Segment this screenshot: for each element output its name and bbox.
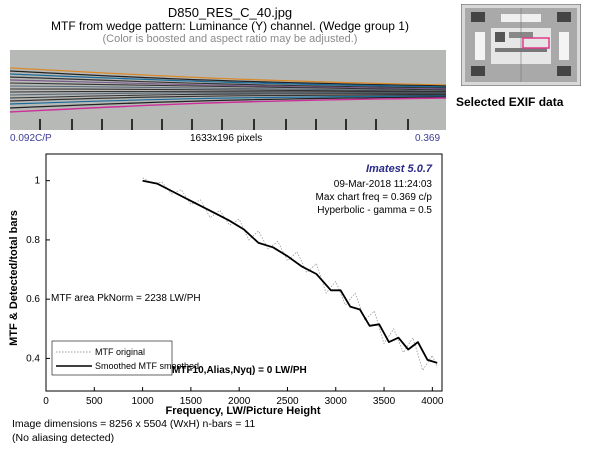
x-tick-label: 1000 xyxy=(131,396,154,407)
max-freq-label: Max chart freq = 0.369 c/p xyxy=(316,192,433,203)
x-tick-label: 2000 xyxy=(228,396,251,407)
wedge-size-label: 1633x196 pixels xyxy=(190,133,263,144)
figure-note: (Color is boosted and aspect ratio may b… xyxy=(102,33,358,45)
wedge-left-label: 0.092C/P xyxy=(10,133,52,144)
figure-title: D850_RES_C_40.jpg xyxy=(167,5,293,20)
version-label: Imatest 5.0.7 xyxy=(366,163,433,175)
x-tick-label: 2500 xyxy=(276,396,299,407)
mtf-chart: 0 500 1000 1500 2000 2500 3000 3500 4000 0.40.60… xyxy=(8,153,444,417)
plot-area xyxy=(45,153,443,392)
x-tick-label: 3500 xyxy=(373,396,396,407)
timestamp-label: 09-Mar-2018 11:24:03 xyxy=(334,179,433,190)
mtf10-label: MTF10,Alias,Nyq) = 0 LW/PH xyxy=(172,365,307,376)
figure-subtitle: MTF from wedge pattern: Luminance (Y) ch… xyxy=(51,19,409,33)
x-tick-label: 3000 xyxy=(325,396,348,407)
legend-box: MTF original Smoothed MTF smoothed xyxy=(51,340,199,376)
chart-thumbnail xyxy=(461,4,581,86)
legend-label-original: MTF original xyxy=(95,347,145,357)
series-group xyxy=(142,177,438,372)
y-tick-label: 0.6 xyxy=(26,294,40,305)
legend-label-smoothed: Smoothed MTF smoothed xyxy=(95,361,199,371)
y-tick-label: 1 xyxy=(34,176,40,187)
mtf-area-label: MTF area PkNorm = 2238 LW/PH xyxy=(51,293,201,304)
wedge-lines xyxy=(10,67,446,113)
x-tick-label: 0 xyxy=(43,396,49,407)
y-tick-label: 0.8 xyxy=(26,235,40,246)
aliasing-text: (No aliasing detected) xyxy=(12,432,115,444)
series-line-mtf-original xyxy=(142,177,438,372)
wedge-right-label: 0.369 xyxy=(415,133,441,144)
series-line-mtf-smoothed xyxy=(142,179,438,364)
x-tick-label: 4000 xyxy=(421,396,444,407)
y-tick-label: 0.4 xyxy=(26,353,40,364)
wedge-pattern-image xyxy=(10,50,446,130)
x-axis-label: Frequency, LW/Picture Height xyxy=(165,405,320,417)
exif-heading: Selected EXIF data xyxy=(456,95,564,109)
y-axis-label: MTF & Detected/total bars xyxy=(8,210,20,346)
x-axis-ticks: 0 500 1000 1500 2000 2500 3000 3500 4000 xyxy=(43,387,444,407)
x-tick-label: 1500 xyxy=(180,396,203,407)
x-tick-label: 500 xyxy=(86,396,103,407)
image-dimensions-text: Image dimensions = 8256 x 5504 (WxH) n-b… xyxy=(12,418,256,430)
wedge-ticks xyxy=(39,119,409,130)
gamma-label: Hyperbolic - gamma = 0.5 xyxy=(317,205,432,216)
y-axis-ticks: 0.4 0.6 0.8 1 xyxy=(26,176,50,364)
